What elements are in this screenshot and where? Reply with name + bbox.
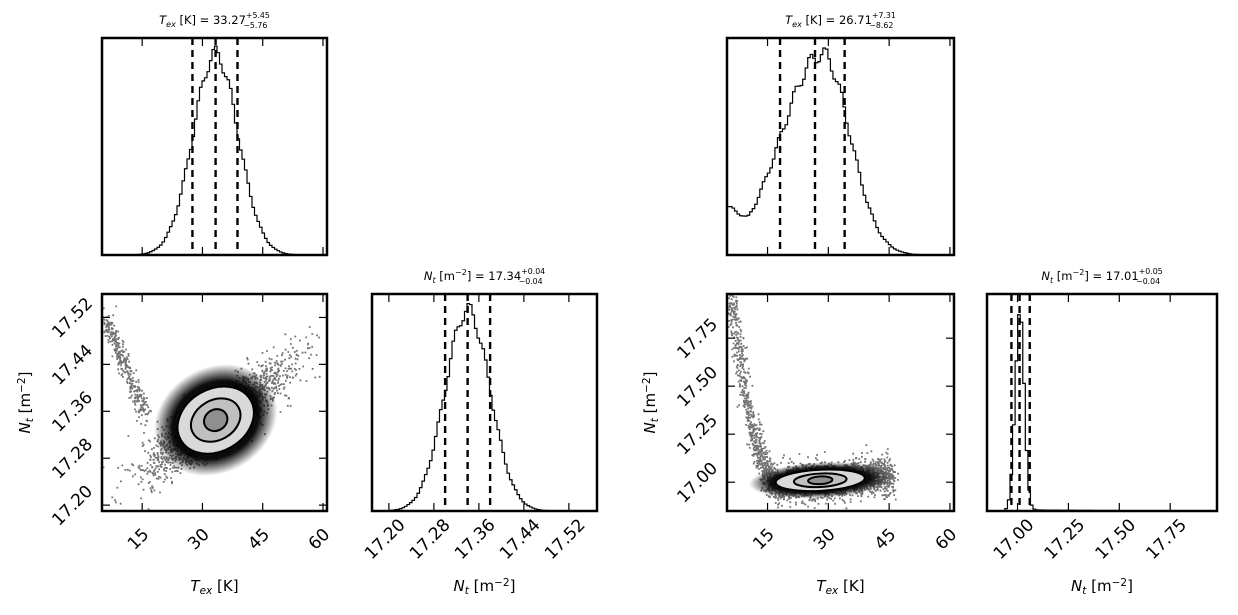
- x-axis-label: Tex [K]: [190, 577, 238, 597]
- x-tick-label: 15: [749, 525, 778, 554]
- y-axis-label: Nt [m−2]: [641, 372, 661, 434]
- contour-inner: [203, 408, 229, 433]
- y-tick-label: 17.20: [48, 482, 97, 531]
- x-axis-label: Nt [m−2]: [1071, 577, 1133, 597]
- left-tex-histogram-panel: Tex [K] = 33.27+5.45 −5.76: [100, 11, 329, 257]
- x-tick-label: 17.50: [1091, 515, 1140, 564]
- panel-frame: [100, 292, 329, 513]
- panel-frame: [100, 36, 329, 257]
- x-tick-label: 17.25: [1041, 515, 1090, 564]
- y-tick-label: 17.52: [48, 294, 97, 343]
- panel-title: Nt [m−2] = 17.34+0.04 −0.04: [424, 267, 545, 286]
- y-tick-label: 17.25: [673, 411, 722, 460]
- y-tick-label: 17.50: [673, 363, 722, 412]
- scatter-cloud: [727, 294, 899, 511]
- histogram-step-line: [987, 314, 1217, 512]
- panel-frame: [725, 292, 956, 513]
- panel-frame: [725, 36, 956, 257]
- panel-title: Tex [K] = 33.27+5.45 −5.76: [159, 11, 270, 30]
- y-tick-label: 17.36: [48, 388, 97, 437]
- x-axis-label: Nt [m−2]: [454, 577, 516, 597]
- histogram-step-line: [727, 47, 954, 256]
- contour-inner: [807, 475, 834, 486]
- x-tick-label: 45: [244, 525, 273, 554]
- right-tex-histogram-panel: Tex [K] = 26.71+7.31 −8.62: [725, 11, 956, 257]
- panel-title: Nt [m−2] = 17.01+0.05 −0.04: [1041, 267, 1162, 286]
- x-tick-label: 17.36: [451, 515, 500, 564]
- scatter-cloud: [102, 305, 321, 511]
- panel-title: Tex [K] = 26.71+7.31 −8.62: [785, 11, 896, 30]
- x-tick-label: 30: [810, 525, 839, 554]
- x-tick-label: 17.44: [496, 515, 545, 564]
- y-tick-label: 17.00: [673, 459, 722, 508]
- y-tick-label: 17.28: [48, 435, 97, 484]
- x-tick-label: 17.52: [541, 515, 590, 564]
- x-tick-label: 17.75: [1142, 515, 1191, 564]
- x-tick-label: 45: [871, 525, 900, 554]
- histogram-step-line: [372, 302, 597, 512]
- panel-frame: [985, 292, 1219, 513]
- x-tick-label: 30: [184, 525, 213, 554]
- x-tick-label: 17.20: [361, 515, 410, 564]
- x-axis-label: Tex [K]: [816, 577, 864, 597]
- x-tick-label: 15: [124, 525, 153, 554]
- y-tick-label: 17.44: [48, 341, 97, 390]
- right-nt-histogram-panel: 17.00 17.25 17.50 17.75 Nt [m−2] = 17.01+0.0…: [985, 267, 1219, 597]
- x-tick-label: 60: [305, 525, 334, 554]
- x-tick-label: 60: [932, 525, 961, 554]
- x-tick-label: 17.28: [406, 515, 455, 564]
- panel-frame: [370, 292, 599, 513]
- x-tick-label: 17.00: [990, 515, 1039, 564]
- y-tick-label: 17.75: [673, 315, 722, 364]
- y-axis-label: Nt [m−2]: [16, 372, 36, 434]
